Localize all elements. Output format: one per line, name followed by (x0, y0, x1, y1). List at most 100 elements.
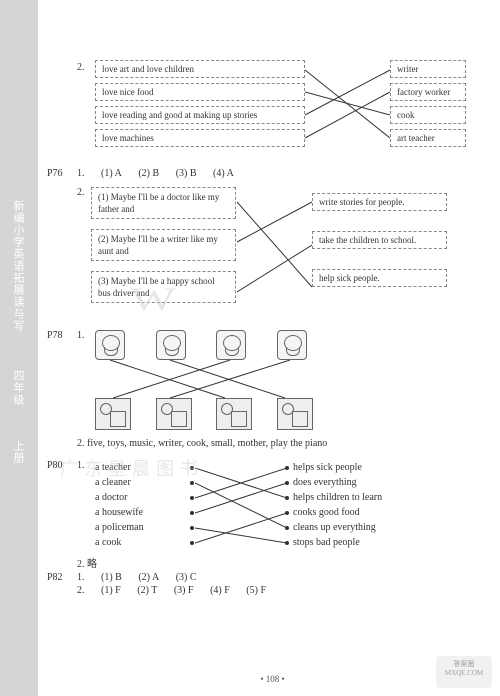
match-left-item: a housewife (95, 505, 190, 520)
answer-text: 略 (87, 559, 97, 570)
p82-q2-answers: 2. (1) F (2) T (3) F (4) F (5) F (77, 585, 475, 596)
match-left-item: (2) Maybe I'll be a writer like my aunt … (91, 229, 236, 261)
p76-q2-match: 2. (1) Maybe I'll be a doctor like my fa… (77, 187, 475, 317)
page-ref: P76 (47, 168, 63, 179)
page-content: 2. love art and love children love nice … (55, 0, 490, 696)
dot-icon (190, 496, 194, 500)
match-right-item: write stories for people. (312, 193, 447, 211)
match-right-col: writer factory worker cook art teacher (390, 60, 466, 147)
dot-icon (190, 541, 194, 545)
page-ref: P78 (47, 330, 63, 341)
match-right-item: writer (390, 60, 466, 78)
match-left-col: a teacher a cleaner a doctor a housewife… (95, 460, 198, 550)
face-icon (156, 330, 186, 360)
question-number: 2. (77, 585, 85, 596)
page-ref: P80 (47, 460, 63, 471)
p76-block: P76 1. (1) A (2) B (3) B (4) A 2. (1) Ma… (55, 168, 475, 317)
match-lines (237, 187, 312, 317)
match-right-item: cooks good food (293, 507, 360, 518)
sidebar-grade: 四年级 (10, 370, 26, 406)
match-left-item: love machines (95, 129, 305, 147)
match-right-col: write stories for people. take the child… (312, 193, 447, 287)
match-left-item: (3) Maybe I'll be a happy school bus dri… (91, 271, 236, 303)
match-right-item: cook (390, 106, 466, 124)
badge-url: MXQE.COM (436, 669, 492, 677)
sidebar: 新编小学英语拓展读与写 四年级 上册 (0, 0, 38, 696)
match-lines (95, 360, 335, 400)
answer-item: (4) A (213, 168, 234, 179)
sidebar-title: 新编小学英语拓展读与写 (10, 200, 26, 332)
p82-q1-answers: 1. (1) B (2) A (3) C (77, 572, 475, 583)
picture-icon (95, 398, 131, 430)
match-right-item: does everything (293, 477, 357, 488)
dot-icon (285, 481, 289, 485)
answer-item: (2) B (138, 168, 159, 179)
dot-icon (190, 526, 194, 530)
face-icon (277, 330, 307, 360)
match-right-item: helps children to learn (293, 492, 382, 503)
p78-q2: 2. five, toys, music, writer, cook, smal… (77, 438, 327, 449)
question-number: 1. (77, 572, 85, 583)
answer-item: (1) B (101, 572, 122, 583)
answer-item: (5) F (246, 585, 266, 596)
question-number: 2. (77, 187, 85, 198)
match-right-item: help sick people. (312, 269, 447, 287)
match-left-item: a teacher (95, 460, 190, 475)
p78-faces-row (95, 330, 307, 363)
match-left-item: love nice food (95, 83, 305, 101)
question-number: 2. (77, 559, 85, 570)
dot-icon (285, 466, 289, 470)
match-right-item: cleans up everything (293, 522, 376, 533)
match-block-1: 2. love art and love children love nice … (95, 60, 475, 160)
match-left-item: a cook (95, 535, 190, 550)
match-lines (305, 60, 390, 150)
match-left-item: a doctor (95, 490, 190, 505)
dot-icon (190, 466, 194, 470)
dot-icon (285, 526, 289, 530)
page-number: • 108 • (55, 674, 490, 684)
p80-q2: 2. 略 (77, 555, 97, 570)
sidebar-volume: 上册 (10, 440, 26, 464)
match-lines (195, 463, 287, 553)
match-right-col: helps sick people does everything helps … (285, 460, 382, 550)
answer-item: (4) F (210, 585, 230, 596)
match-right-item: take the children to school. (312, 231, 447, 249)
match-right-item: art teacher (390, 129, 466, 147)
face-icon (216, 330, 246, 360)
answer-item: (3) F (174, 585, 194, 596)
question-number: 2. (77, 62, 85, 73)
question-number: 1. (77, 168, 85, 179)
match-left-col: love art and love children love nice foo… (95, 60, 305, 147)
dot-icon (285, 496, 289, 500)
match-right-item: stops bad people (293, 537, 360, 548)
dot-icon (285, 511, 289, 515)
p76-q1-answers: 1. (1) A (2) B (3) B (4) A (77, 168, 475, 179)
answer-text: five, toys, music, writer, cook, small, … (87, 438, 327, 449)
question-number: 1. (77, 460, 85, 471)
answer-item: (1) A (101, 168, 122, 179)
face-icon (95, 330, 125, 360)
match-left-col: (1) Maybe I'll be a doctor like my fathe… (91, 187, 236, 303)
picture-icon (277, 398, 313, 430)
p78-pics-row (95, 398, 313, 433)
p82-block: P82 1. (1) B (2) A (3) C 2. (1) F (2) T … (55, 572, 475, 596)
match-right-item: factory worker (390, 83, 466, 101)
badge-title: 答案圈 (436, 659, 492, 669)
match-left-item: a policeman (95, 520, 190, 535)
answer-item: (3) C (176, 572, 197, 583)
match-left-item: (1) Maybe I'll be a doctor like my fathe… (91, 187, 236, 219)
match-left-item: a cleaner (95, 475, 190, 490)
match-left-item: love art and love children (95, 60, 305, 78)
match-right-item: helps sick people (293, 462, 362, 473)
dot-icon (190, 511, 194, 515)
answer-item: (1) F (101, 585, 121, 596)
picture-icon (216, 398, 252, 430)
page-ref: P82 (47, 572, 63, 583)
source-badge: 答案圈 MXQE.COM (436, 656, 492, 688)
dot-icon (285, 541, 289, 545)
question-number: 2. (77, 438, 85, 449)
question-number: 1. (77, 330, 85, 341)
dot-icon (190, 481, 194, 485)
answer-item: (2) T (137, 585, 157, 596)
picture-icon (156, 398, 192, 430)
